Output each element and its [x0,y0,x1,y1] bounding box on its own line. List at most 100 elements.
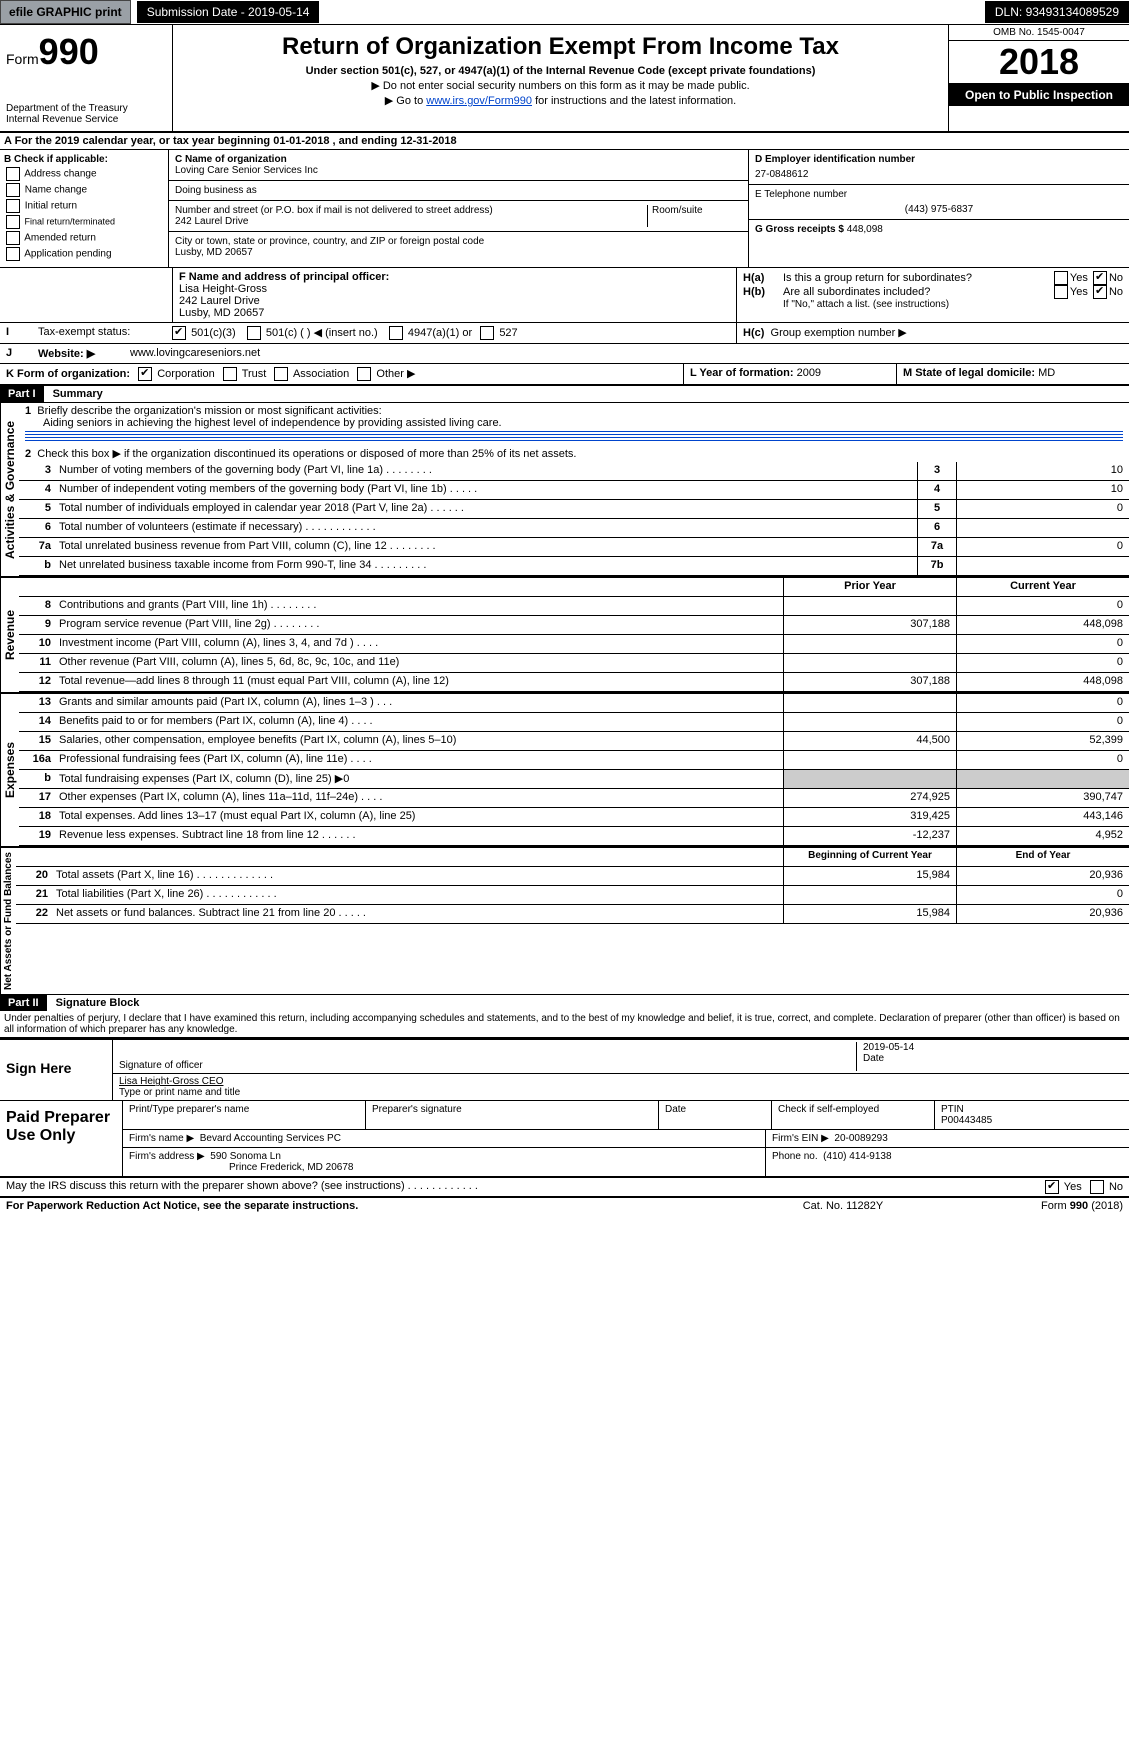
line-desc: Number of voting members of the governin… [55,462,917,480]
f-name: Lisa Height-Gross [179,283,730,295]
dln-number: DLN: 93493134089529 [985,1,1129,23]
line-num: 20 [16,867,52,885]
i-label: I [0,323,32,343]
efile-button[interactable]: efile GRAPHIC print [0,0,131,24]
line-value: 10 [956,481,1129,499]
hb-label: H(b) [743,286,783,298]
summary-row: 22Net assets or fund balances. Subtract … [16,905,1129,924]
sign-block: Sign Here Signature of officer 2019-05-1… [0,1038,1129,1101]
spacer [55,578,783,596]
activities-section: Activities & Governance 1 Briefly descri… [0,402,1129,577]
ptin-label: PTIN [941,1104,1123,1115]
block-bcd: B Check if applicable: Address change Na… [0,150,1129,268]
chk-final-return[interactable]: Final return/terminated [4,215,164,229]
chk-4947[interactable] [389,326,403,340]
sig-label: Signature of officer [119,1060,856,1071]
part-i-label: Part I [0,386,44,402]
line-num: 15 [19,732,55,750]
line-desc: Total unrelated business revenue from Pa… [55,538,917,556]
form-label: Form990 [6,31,166,73]
col-d-ein: D Employer identification number 27-0848… [749,150,1129,267]
self-employed-chk[interactable]: Check if self-employed [772,1101,935,1129]
irs-link[interactable]: www.irs.gov/Form990 [426,95,532,107]
row-a-mid: , and ending [333,135,401,147]
current-value: 390,747 [956,789,1129,807]
end-value: 20,936 [956,905,1129,923]
paid-preparer-block: Paid Preparer Use Only Print/Type prepar… [0,1101,1129,1178]
hb-yesno[interactable]: Yes No [1052,285,1123,299]
prior-value [783,713,956,731]
phone-label: E Telephone number [755,189,1123,200]
form-header: Form990 Department of the Treasury Inter… [0,25,1129,133]
firm-addr-label: Firm's address ▶ [129,1151,205,1162]
phone-cell: E Telephone number (443) 975-6837 [749,185,1129,220]
sign-right: Signature of officer 2019-05-14 Date Lis… [113,1040,1129,1100]
line-2: 2 Check this box ▶ if the organization d… [19,445,1129,462]
sig-line [119,1042,856,1060]
activities-rows: 1 Briefly describe the organization's mi… [19,403,1129,576]
chk-address-change[interactable]: Address change [4,167,164,181]
org-name: Loving Care Senior Services Inc [175,165,742,176]
begin-value [783,886,956,904]
chk-initial-return[interactable]: Initial return [4,199,164,213]
expenses-rows: 13Grants and similar amounts paid (Part … [19,694,1129,846]
netassets-vlabel: Net Assets or Fund Balances [0,848,16,994]
hb-text: Are all subordinates included? [783,286,1052,298]
org-name-cell: C Name of organization Loving Care Senio… [169,150,748,181]
opt-527: 527 [499,327,517,339]
chk-name-change[interactable]: Name change [4,183,164,197]
spacer [16,848,52,866]
summary-row: 8Contributions and grants (Part VIII, li… [19,597,1129,616]
line-desc: Contributions and grants (Part VIII, lin… [55,597,783,615]
chk-amended-return[interactable]: Amended return [4,231,164,245]
chk-527[interactable] [480,326,494,340]
chk-501c[interactable] [247,326,261,340]
line-1: 1 Briefly describe the organization's mi… [19,403,1129,445]
line-2-num: 2 [25,448,31,460]
summary-row: 16aProfessional fundraising fees (Part I… [19,751,1129,770]
j-text: Website: ▶ [32,344,124,363]
line-num: 5 [19,500,55,518]
underline [25,434,1123,435]
chk-trust[interactable] [223,367,237,381]
line-2-text: Check this box ▶ if the organization dis… [37,448,576,460]
h-section: H(a) Is this a group return for subordin… [737,268,1129,322]
website-value: www.lovingcareseniors.net [124,344,1129,363]
line-desc: Salaries, other compensation, employee b… [55,732,783,750]
summary-row: 14Benefits paid to or for members (Part … [19,713,1129,732]
summary-row: 13Grants and similar amounts paid (Part … [19,694,1129,713]
tax-year: 2018 [949,41,1129,84]
netassets-section: Net Assets or Fund Balances Beginning of… [0,847,1129,995]
chk-no-icon [1090,1180,1104,1194]
begin-value: 15,984 [783,867,956,885]
discuss-yesno[interactable]: Yes No [1043,1180,1123,1194]
line-value: 0 [956,538,1129,556]
current-value: 448,098 [956,673,1129,691]
firm-ein-cell: Firm's EIN ▶ 20-0089293 [766,1130,1129,1147]
line-num: 9 [19,616,55,634]
chk-app-pending[interactable]: Application pending [4,247,164,261]
summary-row: 17Other expenses (Part IX, column (A), l… [19,789,1129,808]
l-label: L Year of formation: [690,367,794,379]
opt-corporation: Corporation [157,368,214,380]
current-value: 448,098 [956,616,1129,634]
revenue-header-row: Prior Year Current Year [19,578,1129,597]
chk-other[interactable] [357,367,371,381]
top-bar: efile GRAPHIC print Submission Date - 20… [0,0,1129,25]
form-990-page: efile GRAPHIC print Submission Date - 20… [0,0,1129,1214]
omb-number: OMB No. 1545-0047 [949,25,1129,41]
spacer [52,848,783,866]
dba-cell: Doing business as [169,181,748,201]
spacer [19,578,55,596]
mission-text: Aiding seniors in achieving the highest … [43,417,502,429]
chk-501c3[interactable] [172,326,186,340]
form-number: 990 [39,31,99,72]
paid-right: Print/Type preparer's name Preparer's si… [123,1101,1129,1176]
current-value: 0 [956,713,1129,731]
begin-value: 15,984 [783,905,956,923]
current-value: 0 [956,597,1129,615]
summary-row: 12Total revenue—add lines 8 through 11 (… [19,673,1129,692]
ha-yesno[interactable]: Yes No [1052,271,1123,285]
chk-association[interactable] [274,367,288,381]
chk-corporation[interactable] [138,367,152,381]
